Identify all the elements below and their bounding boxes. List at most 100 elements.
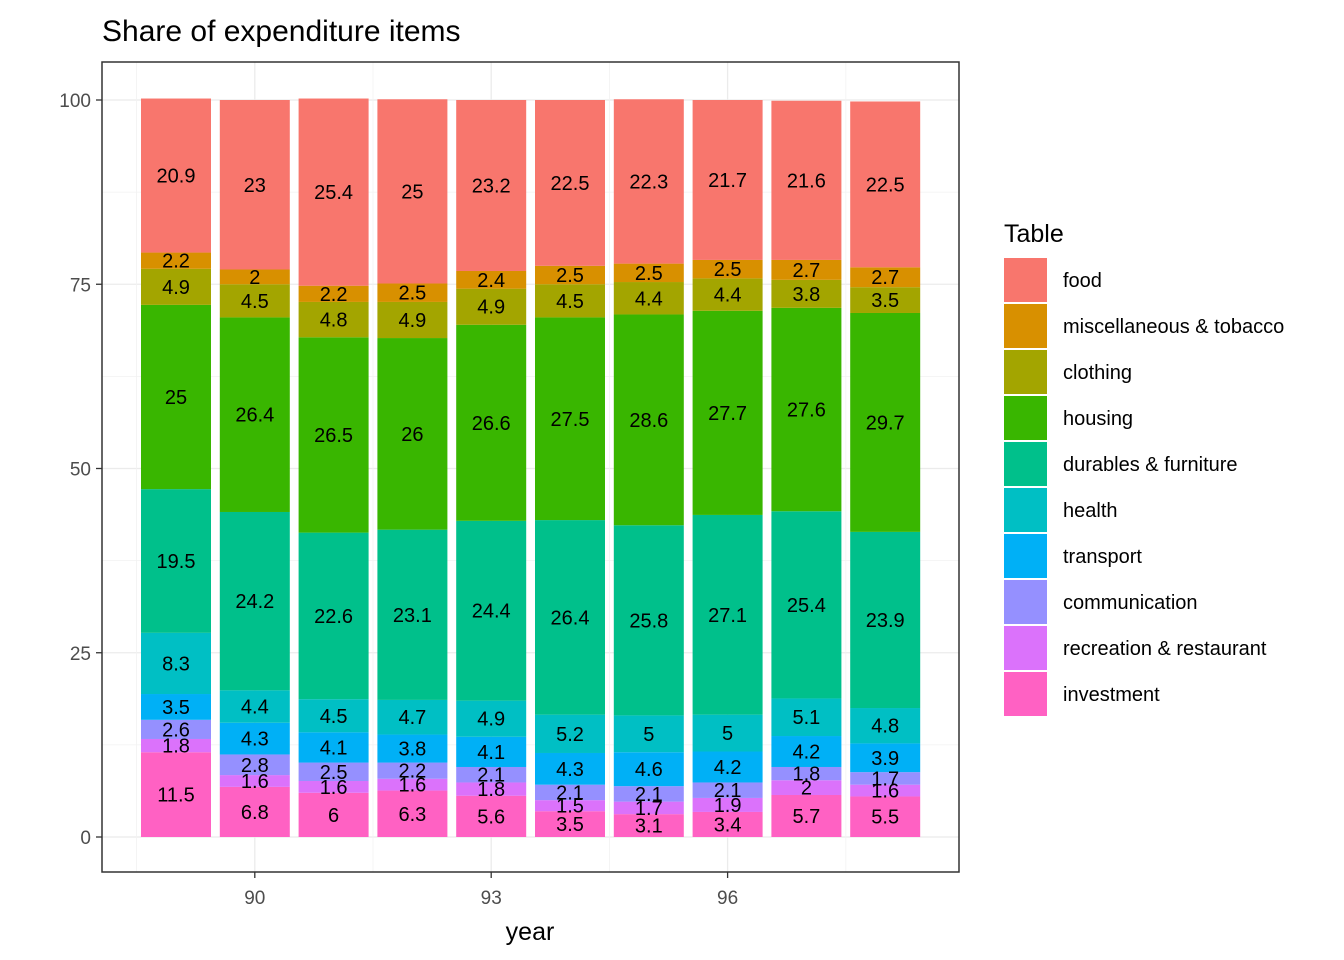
bar-segment (141, 268, 211, 305)
bar-segment (219, 269, 290, 285)
bar-segment (141, 752, 211, 837)
legend-label: housing (1063, 408, 1133, 430)
segment-value-label: 1.8 (477, 779, 505, 801)
segment-value-label: 3.5 (556, 814, 584, 836)
bar-segment (456, 795, 527, 837)
bar-segment (377, 790, 448, 837)
segment-value-label: 4.1 (477, 742, 505, 764)
legend: Table food miscellaneous & tobacco clothin… (1004, 220, 1284, 716)
bar-segment (456, 766, 527, 783)
bar-segment (692, 259, 763, 279)
legend-label: clothing (1063, 362, 1132, 384)
segment-value-label: 4.1 (320, 737, 348, 759)
segment-value-label: 23.1 (393, 605, 432, 627)
legend-swatch (1004, 672, 1047, 716)
segment-value-label: 1.9 (714, 795, 742, 817)
segment-value-label: 20.9 (157, 166, 196, 188)
bar-segment (771, 766, 842, 781)
bar-segment (613, 525, 684, 716)
segment-value-label: 5.5 (871, 807, 899, 829)
segment-value-label: 4.2 (714, 757, 742, 779)
bar-segment (219, 100, 290, 270)
bar-segment (377, 338, 448, 530)
legend-label: health (1063, 500, 1118, 522)
bar-segment (692, 100, 763, 260)
segment-value-label: 21.6 (787, 170, 826, 192)
segment-value-label: 22.5 (551, 173, 590, 195)
bar-segment (535, 784, 605, 801)
segment-value-label: 3.9 (871, 748, 899, 770)
bar-segment (456, 100, 527, 271)
bar-segment (850, 743, 921, 773)
bar-segment (219, 690, 290, 723)
segment-value-label: 1.7 (635, 798, 663, 820)
bar-segment (850, 708, 921, 744)
bar-segment (377, 99, 448, 284)
bar-segment (298, 301, 369, 338)
bar-segment (771, 259, 842, 280)
segment-value-label: 4.7 (398, 707, 426, 729)
bar-segment (771, 780, 842, 795)
segment-value-label: 4.5 (320, 706, 348, 728)
segment-value-label: 4.9 (398, 310, 426, 332)
bar-segment (850, 784, 921, 797)
legend-label: transport (1063, 546, 1142, 568)
segment-value-label: 5 (643, 724, 654, 746)
y-tick-label: 75 (70, 275, 91, 296)
segment-value-label: 4.4 (241, 697, 269, 719)
bar-segment (298, 732, 369, 763)
legend-title: Table (1004, 220, 1064, 248)
bar-segment (377, 283, 448, 302)
bar-segment (377, 699, 448, 735)
plot-panel-border (101, 61, 960, 873)
bar-segment (456, 736, 527, 767)
bar-segment (771, 511, 842, 699)
segment-value-label: 2.1 (714, 780, 742, 802)
segment-value-label: 1.8 (162, 736, 190, 758)
segment-value-label: 26.5 (314, 425, 353, 447)
segment-value-label: 2.7 (871, 267, 899, 289)
segment-value-label: 2.5 (714, 259, 742, 281)
bar-segment (692, 714, 763, 752)
segment-value-label: 25 (401, 181, 423, 203)
legend-swatch (1004, 580, 1047, 624)
bar-segment (535, 265, 605, 285)
bar-segment (298, 98, 369, 286)
segment-value-label: 2.5 (635, 263, 663, 285)
bar-segment (613, 314, 684, 526)
segment-value-label: 5.6 (477, 806, 505, 828)
bar-segment (377, 734, 448, 763)
segment-value-label: 22.5 (866, 174, 905, 196)
segment-value-label: 4.3 (241, 729, 269, 751)
bar-segment (613, 786, 684, 802)
segment-value-label: 25.4 (787, 595, 826, 617)
bar-segment (141, 98, 211, 253)
bar-segment (141, 738, 211, 753)
bar-segment (298, 532, 369, 700)
bar-segment (771, 698, 842, 737)
segment-value-label: 2.7 (792, 260, 820, 282)
segment-value-label: 24.4 (472, 601, 511, 623)
bar-segment (850, 101, 921, 268)
bar-segment (692, 797, 763, 812)
segment-value-label: 5 (722, 723, 733, 745)
segment-value-label: 2 (801, 778, 812, 800)
bar-segment (850, 267, 921, 288)
segment-value-label: 23.2 (472, 175, 511, 197)
segment-value-label: 27.6 (787, 400, 826, 422)
segment-value-label: 29.7 (866, 412, 905, 434)
segment-value-label: 19.5 (157, 551, 196, 573)
legend-swatch (1004, 396, 1047, 440)
bar-segment (219, 284, 290, 318)
y-tick-label: 25 (70, 644, 91, 665)
segment-value-label: 3.4 (714, 814, 742, 836)
segment-value-label: 4.9 (477, 709, 505, 731)
legend-swatch (1004, 304, 1047, 348)
segment-value-label: 22.6 (314, 606, 353, 628)
bar-segment (141, 694, 211, 720)
segment-value-label: 4.9 (162, 277, 190, 299)
segment-value-label: 2.4 (477, 270, 505, 292)
bar-segment (456, 288, 527, 325)
segment-value-label: 4.8 (871, 716, 899, 738)
bar-segment (850, 772, 921, 785)
